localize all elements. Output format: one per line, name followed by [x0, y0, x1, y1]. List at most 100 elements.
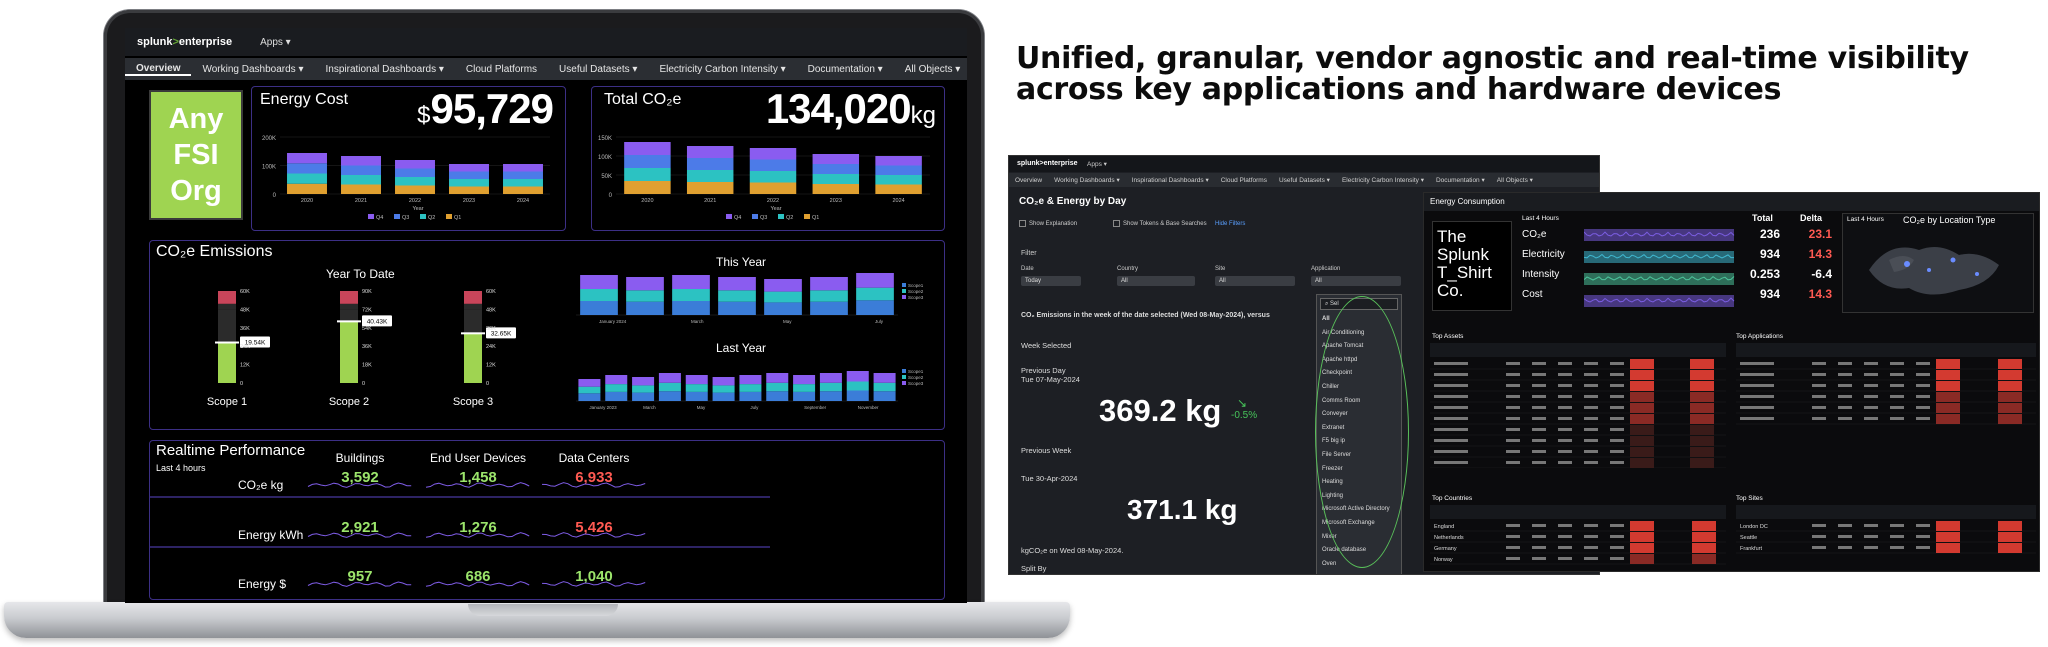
table-cell	[1812, 417, 1826, 420]
nav-useful-datasets[interactable]: Useful Datasets ▾	[559, 63, 638, 75]
country-filter-select[interactable]: All	[1117, 276, 1195, 286]
dropdown-option[interactable]: All	[1322, 316, 1330, 322]
sparkline	[1584, 297, 1735, 303]
table-cell	[1506, 428, 1520, 431]
nav-working-dashboards[interactable]: Working Dashboards ▾	[202, 63, 304, 75]
s1-nav-item[interactable]: Working Dashboards ▾	[1054, 177, 1120, 184]
table-cell	[1532, 384, 1546, 387]
table-cell	[1916, 406, 1930, 409]
map-point	[1904, 261, 1910, 267]
legend-label: Q3	[402, 215, 409, 221]
dropdown-option[interactable]: Oven	[1322, 560, 1337, 567]
org-logo: Any FSI Org	[149, 90, 243, 220]
bar-segment	[712, 385, 735, 393]
bar-segment	[739, 375, 762, 385]
table-cell	[1558, 450, 1572, 453]
x-tick-label: 2021	[355, 198, 367, 204]
x-tick-label: 2022	[767, 198, 779, 204]
this-year-title: This Year	[716, 255, 767, 269]
sparkline	[425, 482, 530, 488]
table-cell: Germany	[1434, 546, 1457, 552]
bar-segment	[810, 301, 848, 315]
splunk-logo[interactable]: splunk>enterprise	[137, 36, 232, 48]
table-cell	[1532, 546, 1546, 549]
nav-overview[interactable]: Overview	[125, 63, 192, 76]
bar-segment	[287, 163, 327, 174]
metric-label: Intensity	[1522, 269, 1560, 280]
s1-nav-item[interactable]: Inspirational Dashboards ▾	[1131, 177, 1209, 184]
previous-week-date: Tue 30-Apr-2024	[1021, 474, 1078, 483]
s1-logo[interactable]: splunk>enterprise	[1017, 160, 1078, 167]
top-sites-title: Top Sites	[1736, 495, 1763, 502]
tshirt-logo: The Splunk T_Shirt Co.	[1432, 221, 1512, 311]
bar-segment	[810, 277, 848, 291]
bar-segment	[503, 186, 543, 194]
bar-segment	[686, 182, 734, 194]
bar-segment	[766, 382, 789, 392]
previous-week-label: Previous Week	[1021, 446, 1072, 455]
show-tokens-checkbox[interactable]: Show Tokens & Base Searches	[1113, 220, 1207, 227]
bar-segment	[578, 386, 601, 394]
col-buildings: Buildings	[335, 451, 385, 465]
x-axis-label: Year	[770, 206, 781, 212]
heat-cell	[1692, 543, 1716, 553]
bar-segment	[873, 373, 896, 383]
site-filter-select[interactable]: All	[1215, 276, 1295, 286]
bar-segment	[503, 164, 543, 172]
s1-nav-item[interactable]: All Objects ▾	[1496, 177, 1533, 184]
hide-filters-link[interactable]: Hide Filters	[1215, 221, 1246, 227]
heat-cell	[1692, 554, 1716, 564]
col-data-centers: Data Centers	[558, 451, 630, 465]
datacenters-co2: 6,933	[575, 469, 613, 486]
nav-inspirational-dashboards[interactable]: Inspirational Dashboards ▾	[325, 63, 444, 75]
nav-cloud-platforms[interactable]: Cloud Platforms	[465, 63, 538, 75]
previous-week-value: 371.1 kg	[1127, 494, 1238, 525]
bar-segment	[846, 381, 869, 391]
heat-cell	[1936, 521, 1960, 531]
bar-segment	[793, 391, 816, 401]
table-cell	[1434, 461, 1468, 464]
x-axis-label: Year	[412, 206, 423, 212]
heat-cell	[1936, 414, 1960, 424]
headline: Unified, granular, vendor agnostic and r…	[1016, 43, 2026, 105]
table-cell	[1610, 362, 1624, 365]
currency-symbol: $	[417, 102, 431, 129]
world-map	[1869, 246, 1999, 295]
x-tick-label: March	[643, 405, 656, 410]
heat-cell	[1630, 458, 1654, 468]
table-cell	[1838, 546, 1852, 549]
metric-label: Cost	[1522, 289, 1543, 300]
bar-segment	[626, 290, 664, 302]
s1-nav-item[interactable]: Useful Datasets ▾	[1278, 177, 1330, 184]
application-filter-select[interactable]: All	[1311, 276, 1401, 286]
show-explanation-checkbox[interactable]: Show Explanation	[1019, 220, 1077, 227]
bar-segment	[793, 384, 816, 392]
table-cell	[1610, 439, 1624, 442]
gauge-tick: 60K	[486, 289, 496, 295]
dropdown-option[interactable]: Mixer	[1322, 533, 1337, 540]
bar-segment	[624, 181, 671, 194]
apps-menu[interactable]: Apps ▾	[260, 36, 291, 48]
s1-nav-item[interactable]: Electricity Carbon Intensity ▾	[1341, 177, 1424, 184]
bar-segment	[341, 184, 381, 194]
nav-documentation[interactable]: Documentation ▾	[807, 63, 883, 75]
total-co2-number: 134,020	[765, 85, 912, 132]
legend-swatch	[752, 214, 758, 219]
nav-all-objects[interactable]: All Objects ▾	[904, 63, 961, 75]
s1-nav-item[interactable]: Cloud Platforms	[1220, 176, 1267, 184]
previous-day-date: Tue 07-May-2024	[1021, 375, 1080, 384]
bar-segment	[749, 159, 797, 171]
sparkline	[541, 482, 646, 488]
table-cell	[1558, 406, 1572, 409]
table-cell	[1890, 546, 1904, 549]
date-filter-label: Date	[1021, 266, 1034, 272]
bar-segment	[685, 375, 708, 385]
date-filter-select[interactable]: Today	[1021, 276, 1081, 286]
app-topbar: splunk>enterprise Apps ▾	[125, 28, 967, 56]
s1-nav-item[interactable]: Documentation ▾	[1435, 177, 1485, 184]
table-cell	[1610, 373, 1624, 376]
s1-apps[interactable]: Apps ▾	[1087, 161, 1107, 168]
energy-cost-panel: Energy Cost $95,729 200K 100K 0 2020 2021 202…	[251, 85, 566, 231]
nav-electricity-carbon-intensity[interactable]: Electricity Carbon Intensity ▾	[659, 63, 786, 75]
s1-nav-item[interactable]: Overview	[1015, 176, 1043, 184]
